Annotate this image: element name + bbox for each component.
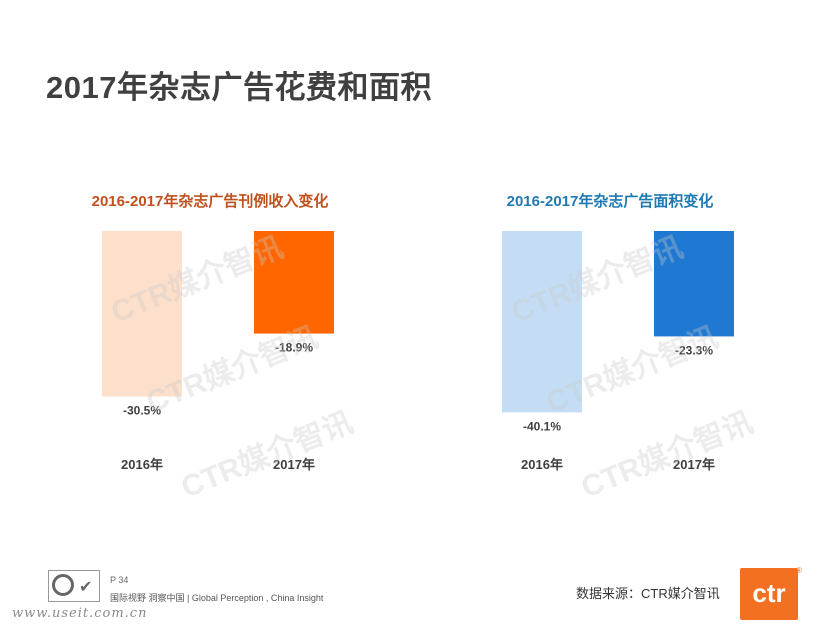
data-label: -30.5%	[123, 404, 161, 418]
bar-2017年	[254, 231, 334, 334]
area-chart-svg: -40.1% 2016年 -23.3% 2017年	[502, 231, 734, 472]
data-source: 数据来源：CTR媒介智讯	[576, 586, 720, 601]
footer-url: www.useit.com.cn	[12, 606, 148, 621]
bar-2016年	[102, 231, 182, 397]
page-title: 2017年杂志广告花费和面积	[46, 70, 432, 105]
chart-title-revenue: 2016-2017年杂志广告刊例收入变化	[91, 193, 329, 210]
page-number: P 34	[110, 575, 129, 585]
category-label: 2016年	[521, 457, 563, 472]
footer-slogan: 国际视野 洞察中国 | Global Perception , China In…	[110, 593, 324, 603]
registered-mark: ®	[796, 566, 802, 575]
certification-seal-icon	[52, 574, 74, 596]
data-label: -23.3%	[675, 343, 713, 357]
ctr-logo: ctr	[740, 568, 798, 620]
area-change-chart: 2016-2017年杂志广告面积变化 -40.1% 2016年 -23.3% 2017…	[440, 180, 780, 480]
revenue-chart-svg: -30.5% 2016年 -18.9% 2017年	[102, 231, 334, 472]
bar-2016年	[502, 231, 582, 413]
ctr-logo-text: ctr	[752, 578, 786, 608]
data-label: -40.1%	[523, 419, 561, 433]
data-label: -18.9%	[275, 341, 313, 355]
category-label: 2017年	[273, 457, 315, 472]
bar-2017年	[654, 231, 734, 337]
category-label: 2017年	[673, 457, 715, 472]
chart-title-area: 2016-2017年杂志广告面积变化	[506, 193, 714, 210]
category-label: 2016年	[121, 457, 163, 472]
checkmark-icon: ✔	[79, 579, 93, 596]
certification-logo: ✔	[48, 570, 100, 602]
revenue-change-chart: 2016-2017年杂志广告刊例收入变化 -30.5% 2016年 -18.9% 20…	[40, 180, 380, 480]
